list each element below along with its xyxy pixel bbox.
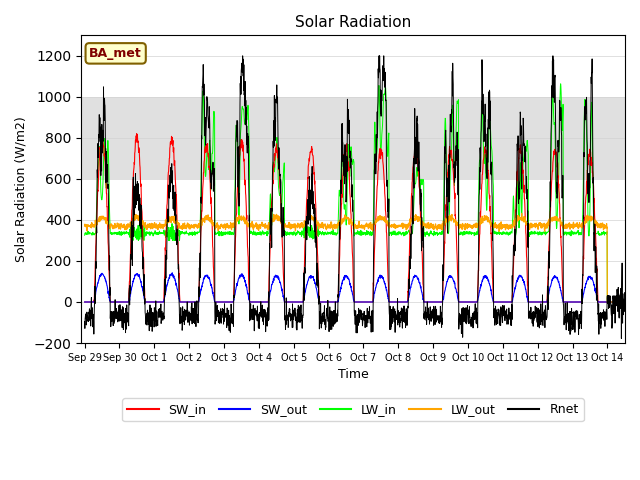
X-axis label: Time: Time xyxy=(337,368,369,381)
Y-axis label: Solar Radiation (W/m2): Solar Radiation (W/m2) xyxy=(15,116,28,262)
Bar xyxy=(81,97,625,179)
Legend: SW_in, SW_out, LW_in, LW_out, Rnet: SW_in, SW_out, LW_in, LW_out, Rnet xyxy=(122,398,584,421)
Title: Solar Radiation: Solar Radiation xyxy=(295,15,411,30)
Text: BA_met: BA_met xyxy=(90,47,142,60)
